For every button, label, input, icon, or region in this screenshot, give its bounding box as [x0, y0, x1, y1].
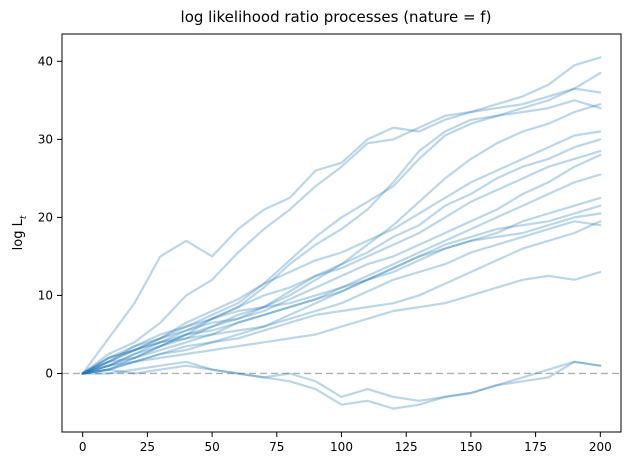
- series-line-1: [81, 56, 602, 375]
- series-line-12: [81, 204, 602, 375]
- series-line-14: [81, 220, 602, 375]
- y-tick-label: 10: [38, 288, 53, 302]
- series-line-6: [81, 130, 602, 375]
- series-line-4: [81, 99, 602, 375]
- y-axis-label-subscript: t: [19, 215, 29, 219]
- series-line-18: [81, 360, 602, 410]
- x-tick-label: 100: [330, 440, 353, 454]
- series-line-3: [81, 87, 602, 375]
- x-tick-label: 125: [395, 440, 418, 454]
- series-line-5: [81, 103, 602, 375]
- y-tick-label: 0: [45, 366, 53, 380]
- series-line-17: [81, 360, 602, 402]
- x-tick-label: 50: [204, 440, 219, 454]
- x-tick-label: 175: [524, 440, 547, 454]
- x-tick-label: 25: [140, 440, 155, 454]
- y-tick-label: 30: [38, 132, 53, 146]
- x-tick-label: 75: [269, 440, 284, 454]
- series-layer: [81, 56, 602, 410]
- series-line-2: [81, 71, 602, 375]
- series-line-13: [81, 212, 602, 375]
- series-line-15: [81, 220, 602, 375]
- chart-title: log likelihood ratio processes (nature =…: [181, 8, 492, 26]
- series-line-7: [81, 138, 602, 375]
- y-axis-label-main: log L: [11, 218, 26, 250]
- series-line-8: [81, 150, 602, 375]
- x-axis: 0 25 50 75 100 125 150 175 200: [79, 432, 612, 454]
- x-tick-label: 0: [79, 440, 87, 454]
- y-axis: 0 10 20 30 40: [38, 54, 62, 380]
- series-line-11: [81, 196, 602, 375]
- y-axis-label: log Lt: [11, 215, 29, 250]
- y-tick-label: 20: [38, 210, 53, 224]
- y-tick-label: 40: [38, 54, 53, 68]
- series-line-16: [81, 270, 602, 375]
- x-tick-label: 200: [589, 440, 612, 454]
- x-tick-label: 150: [459, 440, 482, 454]
- series-line-9: [81, 153, 602, 375]
- series-line-10: [81, 173, 602, 375]
